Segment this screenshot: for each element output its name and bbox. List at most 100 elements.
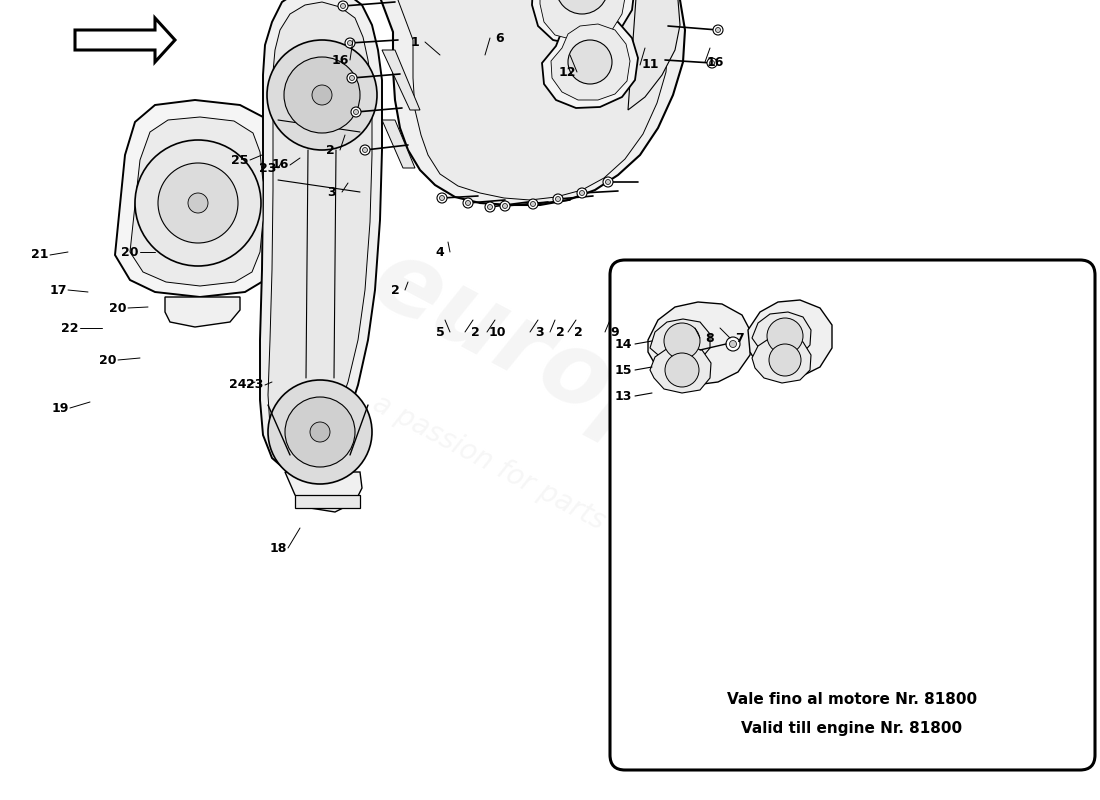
Circle shape	[463, 198, 473, 208]
Text: 20: 20	[121, 246, 139, 258]
Polygon shape	[382, 120, 415, 168]
Circle shape	[267, 40, 377, 150]
Text: 2: 2	[556, 326, 564, 338]
Text: 24: 24	[229, 378, 246, 391]
Circle shape	[767, 318, 803, 354]
Circle shape	[437, 193, 447, 203]
Text: 2: 2	[326, 143, 334, 157]
Text: 11: 11	[641, 58, 659, 71]
Text: 15: 15	[615, 363, 632, 377]
Polygon shape	[165, 297, 240, 327]
Text: 23: 23	[260, 162, 277, 174]
Text: 2: 2	[573, 326, 582, 338]
Text: 10: 10	[488, 326, 506, 338]
Circle shape	[353, 110, 359, 114]
Text: 6: 6	[496, 31, 504, 45]
Text: 23: 23	[246, 378, 264, 391]
Text: a passion for parts since 1985: a passion for parts since 1985	[368, 389, 751, 611]
Polygon shape	[748, 300, 832, 378]
Circle shape	[346, 73, 358, 83]
Text: 25: 25	[231, 154, 249, 166]
Polygon shape	[285, 472, 362, 512]
Circle shape	[500, 201, 510, 211]
Text: 19: 19	[52, 402, 68, 414]
Polygon shape	[75, 18, 175, 62]
Polygon shape	[551, 24, 630, 100]
Circle shape	[710, 61, 715, 66]
Circle shape	[664, 323, 700, 359]
Polygon shape	[648, 302, 752, 385]
Circle shape	[310, 422, 330, 442]
Text: Vale fino al motore Nr. 81800: Vale fino al motore Nr. 81800	[727, 693, 977, 707]
Text: 21: 21	[31, 249, 48, 262]
Text: 5: 5	[436, 326, 444, 338]
Circle shape	[556, 0, 608, 14]
Polygon shape	[752, 312, 811, 360]
Circle shape	[465, 201, 471, 206]
Circle shape	[351, 107, 361, 117]
Circle shape	[568, 40, 612, 84]
Text: 2: 2	[390, 283, 399, 297]
Text: 9: 9	[610, 326, 619, 338]
Text: 13: 13	[615, 390, 632, 402]
Circle shape	[605, 179, 610, 185]
Circle shape	[360, 145, 370, 155]
Circle shape	[363, 147, 367, 153]
Circle shape	[341, 3, 345, 9]
Text: Valid till engine Nr. 81800: Valid till engine Nr. 81800	[741, 721, 962, 735]
Text: 1: 1	[410, 35, 419, 49]
Circle shape	[487, 205, 493, 210]
Circle shape	[338, 1, 348, 11]
Text: 17: 17	[50, 283, 67, 297]
Circle shape	[188, 193, 208, 213]
Polygon shape	[116, 100, 278, 297]
Text: 22: 22	[62, 322, 79, 334]
Circle shape	[285, 397, 355, 467]
Polygon shape	[540, 0, 626, 40]
Text: 8: 8	[706, 331, 714, 345]
Circle shape	[345, 38, 355, 48]
Polygon shape	[752, 336, 811, 383]
Polygon shape	[625, 0, 680, 110]
Polygon shape	[542, 16, 638, 108]
Polygon shape	[295, 495, 360, 508]
Text: 2: 2	[471, 326, 480, 338]
Circle shape	[135, 140, 261, 266]
Circle shape	[348, 41, 352, 46]
Circle shape	[769, 344, 801, 376]
Polygon shape	[268, 2, 372, 460]
Circle shape	[312, 85, 332, 105]
Circle shape	[707, 58, 717, 68]
Text: 3: 3	[328, 186, 337, 198]
Circle shape	[268, 380, 372, 484]
Circle shape	[350, 75, 354, 81]
Text: 3: 3	[536, 326, 544, 338]
Circle shape	[485, 202, 495, 212]
Polygon shape	[390, 0, 668, 200]
Circle shape	[715, 27, 720, 33]
Polygon shape	[650, 346, 711, 393]
Polygon shape	[650, 319, 710, 364]
Circle shape	[603, 177, 613, 187]
Text: europes: europes	[355, 230, 804, 530]
Polygon shape	[130, 117, 263, 286]
Text: 7: 7	[736, 331, 745, 345]
Text: 12: 12	[558, 66, 575, 78]
Polygon shape	[532, 0, 635, 45]
Text: 1985: 1985	[883, 362, 1037, 478]
Circle shape	[729, 341, 737, 347]
Circle shape	[726, 337, 740, 351]
Text: 16: 16	[706, 55, 724, 69]
Text: 20: 20	[99, 354, 117, 366]
Circle shape	[503, 203, 507, 209]
Circle shape	[158, 163, 238, 243]
FancyBboxPatch shape	[610, 260, 1094, 770]
Circle shape	[666, 353, 698, 387]
Circle shape	[553, 194, 563, 204]
Polygon shape	[375, 0, 685, 205]
Circle shape	[556, 197, 561, 202]
Text: 4: 4	[436, 246, 444, 258]
Circle shape	[530, 202, 536, 206]
Circle shape	[528, 199, 538, 209]
Circle shape	[440, 195, 444, 201]
